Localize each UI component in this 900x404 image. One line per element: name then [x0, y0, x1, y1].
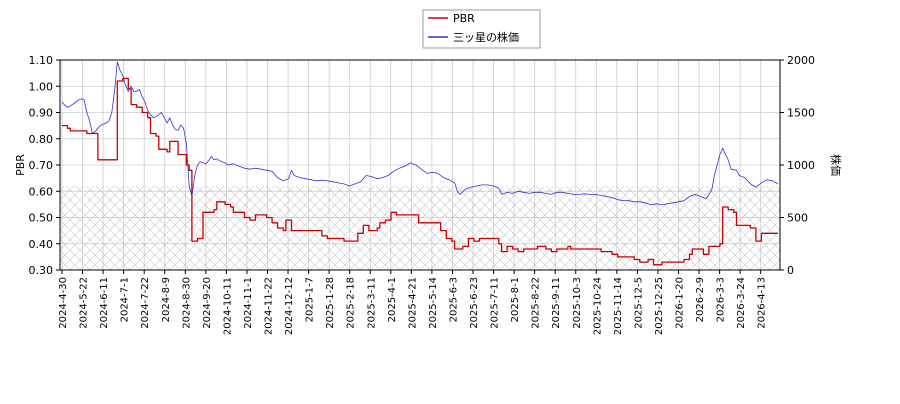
x-axis: 2024-4-30 2024-5-22 2024-6-11 2024-7-1 2024-…: [58, 270, 768, 335]
x-tick-label: 2026-2-9: [695, 277, 706, 322]
y-left-tick-label: 0.90: [29, 107, 54, 120]
x-tick-label: 2024-6-11: [99, 277, 110, 329]
y-left-tick-label: 0.60: [29, 185, 54, 198]
x-tick-label: 2024-8-30: [181, 277, 192, 329]
legend: PBR 三ッ星の株価: [422, 9, 541, 49]
x-tick-label: 2024-7-22: [140, 277, 151, 329]
x-tick-label: 2025-1-7: [305, 277, 316, 322]
x-tick-label: 2024-11-22: [264, 277, 275, 335]
y-left-tick-label: 1.00: [29, 80, 54, 93]
x-tick-label: 2026-1-20: [675, 277, 686, 329]
x-tick-label: 2025-6-3: [448, 277, 459, 322]
y-right-axis-label: 株価: [829, 154, 843, 176]
series-line-pbr: [62, 77, 778, 266]
x-tick-label: 2025-10-24: [592, 277, 603, 335]
x-tick-label: 2024-12-12: [284, 277, 295, 335]
y-right-tick-label: 2000: [787, 54, 815, 67]
legend-label-pbr: PBR: [453, 12, 475, 25]
hatched-band: [60, 186, 780, 270]
x-tick-label: 2025-6-23: [469, 277, 480, 329]
x-tick-label: 2025-7-11: [490, 277, 501, 329]
x-tick-label: 2025-11-14: [613, 277, 624, 335]
y-left-tick-label: 0.50: [29, 212, 54, 225]
x-tick-label: 2024-7-1: [120, 277, 131, 322]
y-left-tick-label: 0.70: [29, 159, 54, 172]
y-right-tick-label: 500: [787, 212, 808, 225]
x-tick-label: 2024-9-20: [202, 277, 213, 329]
x-tick-label: 2025-10-3: [572, 277, 583, 329]
x-tick-label: 2025-1-28: [325, 277, 336, 329]
y-left-tick-label: 1.10: [29, 54, 54, 67]
y-right-tick-label: 1500: [787, 107, 815, 120]
x-tick-label: 2026-3-3: [716, 277, 727, 322]
x-tick-label: 2025-4-21: [407, 277, 418, 329]
y-left-tick-label: 0.80: [29, 133, 54, 146]
x-tick-label: 2025-9-11: [551, 277, 562, 329]
series-layer: [61, 61, 779, 266]
x-tick-label: 2025-12-25: [654, 277, 665, 335]
x-tick-label: 2024-11-1: [243, 277, 254, 329]
series-line-stock-price: [61, 61, 779, 206]
x-tick-label: 2025-12-5: [633, 277, 644, 329]
x-tick-label: 2025-8-1: [510, 277, 521, 322]
x-tick-label: 2026-4-13: [757, 277, 768, 329]
x-tick-label: 2024-10-11: [222, 277, 233, 335]
legend-box: [422, 9, 541, 49]
x-tick-label: 2024-8-9: [161, 277, 172, 322]
left-axis: 0.30 0.40 0.50 0.60 0.70 0.80 0.90 1.00 1.10: [29, 54, 60, 277]
x-tick-label: 2026-3-24: [736, 277, 747, 329]
x-tick-label: 2025-4-1: [387, 277, 398, 322]
x-tick-label: 2025-5-14: [428, 277, 439, 329]
y-left-tick-label: 0.40: [29, 238, 54, 251]
y-left-axis-label: PBR: [14, 154, 27, 176]
x-tick-label: 2025-2-18: [346, 277, 357, 329]
right-axis: 0 500 1000 1500 2000: [780, 54, 815, 277]
y-right-tick-label: 0: [787, 264, 794, 277]
y-left-tick-label: 0.30: [29, 264, 54, 277]
x-tick-label: 2025-3-11: [366, 277, 377, 329]
x-tick-label: 2025-8-22: [531, 277, 542, 329]
x-tick-label: 2024-5-22: [79, 277, 90, 329]
y-right-tick-label: 1000: [787, 159, 815, 172]
legend-label-stock-price: 三ッ星の株価: [453, 30, 519, 44]
x-tick-label: 2024-4-30: [58, 277, 69, 329]
